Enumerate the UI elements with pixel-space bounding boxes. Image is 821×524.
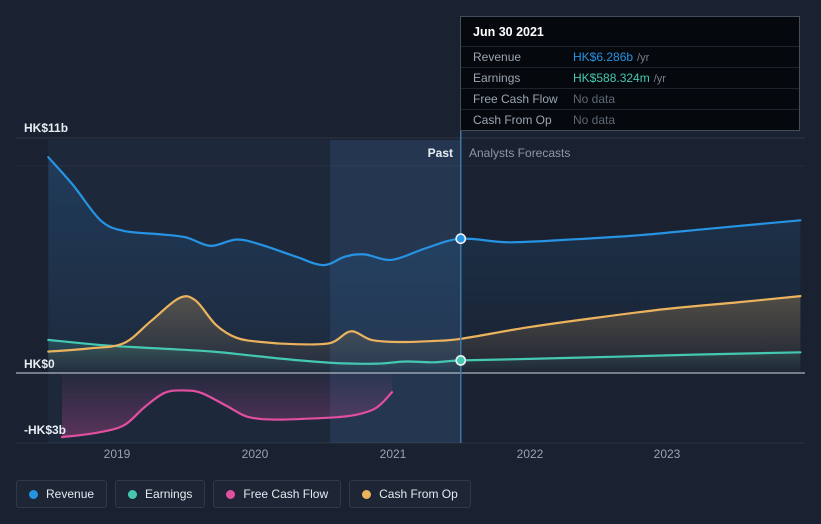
chart-tooltip: Jun 30 2021 Revenue HK$6.286b /yr Earnin… xyxy=(460,16,800,131)
legend-item-cash-from-op[interactable]: Cash From Op xyxy=(349,480,471,508)
tooltip-value: No data xyxy=(573,113,616,127)
legend-item-earnings[interactable]: Earnings xyxy=(115,480,206,508)
tooltip-value: HK$588.324m xyxy=(573,71,650,85)
past-section-label: Past xyxy=(427,146,453,160)
tooltip-unit: /yr xyxy=(653,73,666,85)
x-axis-tick-2019: 2019 xyxy=(103,447,131,461)
free-cash-flow-dot-icon xyxy=(226,489,236,499)
earnings-marker[interactable] xyxy=(455,355,467,366)
revenue-marker[interactable] xyxy=(455,233,467,245)
free-cash-flow-line xyxy=(60,389,394,439)
analysts-forecasts-label: Analysts Forecasts xyxy=(469,146,571,160)
tooltip-unit: /yr xyxy=(637,52,650,64)
tooltip-label: Revenue xyxy=(473,50,522,64)
cash-from-op-line xyxy=(47,295,802,353)
x-axis-tick-2021: 2021 xyxy=(379,447,407,461)
y-axis-label-zero: HK$0 xyxy=(24,357,55,371)
revenue-line xyxy=(47,156,802,267)
tooltip-row-cash-from-op: Cash From Op No data xyxy=(461,109,799,130)
tooltip-date: Jun 30 2021 xyxy=(473,25,544,39)
x-axis-tick-2023: 2023 xyxy=(653,447,681,461)
y-axis-label-top: HK$11b xyxy=(24,121,69,135)
tooltip-label: Cash From Op xyxy=(473,113,552,127)
tooltip-value: No data xyxy=(573,92,616,106)
tooltip-row-revenue: Revenue HK$6.286b /yr xyxy=(461,46,799,67)
x-axis-tick-2022: 2022 xyxy=(516,447,544,461)
tooltip-row-earnings: Earnings HK$588.324m /yr xyxy=(461,67,799,88)
revenue-dot-icon xyxy=(29,489,38,499)
chart-legend: Revenue Earnings Free Cash Flow Cash Fro… xyxy=(16,480,471,508)
tooltip-row-free-cash-flow: Free Cash Flow No data xyxy=(461,88,799,109)
legend-label: Earnings xyxy=(145,487,193,501)
legend-label: Free Cash Flow xyxy=(243,487,329,501)
y-axis-label-bottom: -HK$3b xyxy=(24,423,67,437)
legend-item-free-cash-flow[interactable]: Free Cash Flow xyxy=(213,480,342,508)
x-axis-tick-2020: 2020 xyxy=(241,447,269,461)
legend-item-revenue[interactable]: Revenue xyxy=(16,480,108,508)
legend-label: Cash From Op xyxy=(379,487,458,501)
tooltip-label: Earnings xyxy=(473,71,521,85)
legend-label: Revenue xyxy=(46,487,95,501)
cash-from-op-dot-icon xyxy=(362,489,372,499)
tooltip-label: Free Cash Flow xyxy=(473,92,558,106)
earnings-dot-icon xyxy=(128,489,138,499)
tooltip-value: HK$6.286b xyxy=(573,50,634,64)
earnings-line xyxy=(47,338,802,365)
